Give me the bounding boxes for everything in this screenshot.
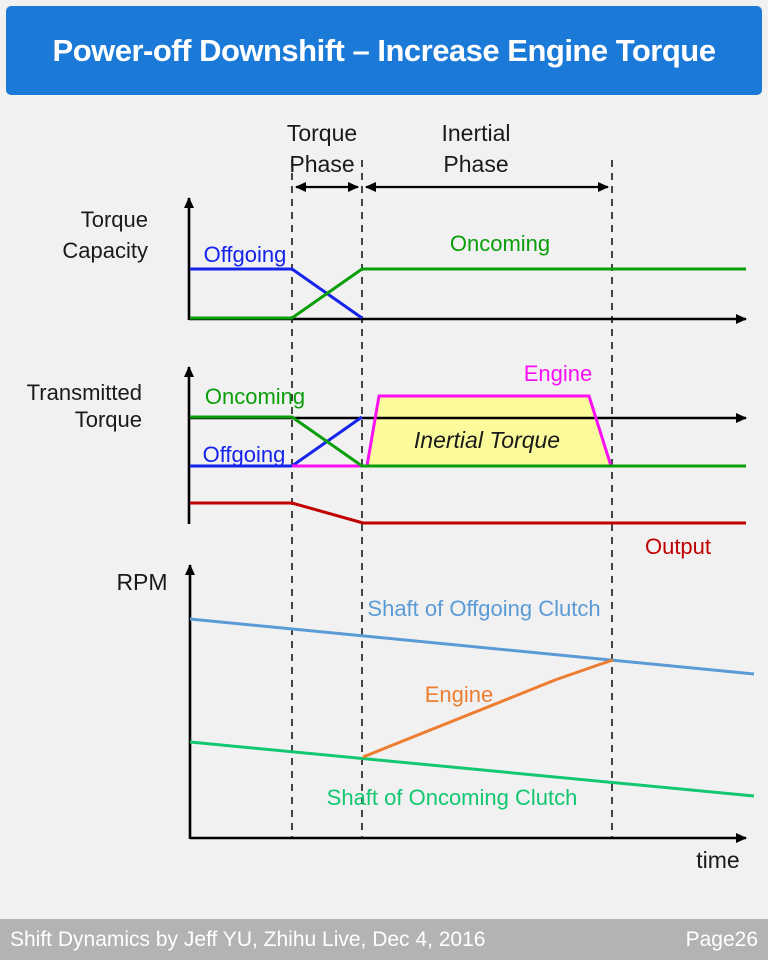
transmitted-output-line [190,501,746,525]
capacity-offgoing-label: Offgoing [204,242,287,267]
slide-title: Power-off Downshift – Increase Engine To… [52,32,716,68]
rpm-oncoming-shaft-label: Shaft of Oncoming Clutch [327,785,578,810]
footer-credit: Shift Dynamics by Jeff YU, Zhihu Live, D… [10,927,486,951]
title-bar: Power-off Downshift – Increase Engine To… [6,6,762,95]
inertial-torque-label: Inertial Torque [414,427,560,453]
capacity-oncoming-label: Oncoming [450,231,550,256]
rpm-engine-line [362,658,614,759]
footer-page-number: Page26 [685,927,758,951]
rpm-offgoing-shaft-label: Shaft of Offgoing Clutch [367,596,600,621]
time-axis-label: time [696,847,739,873]
capacity-axis-label-line1: Torque [81,207,148,232]
transmitted-output-label: Output [645,534,711,559]
transmitted-axis-label-line2: Torque [75,407,142,432]
diagram-text-layer: Torque Phase Inertial Phase Torque Capac… [27,120,740,873]
capacity-offgoing-line [190,267,363,320]
rpm-axis-label: RPM [116,569,167,595]
torque-phase-label-line1: Torque [287,120,357,146]
inertial-phase-label-line2: Phase [443,151,508,177]
transmitted-oncoming-line [190,415,746,468]
transmitted-engine-line [292,394,613,468]
torque-phase-label-line2: Phase [289,151,354,177]
diagram-lines-layer [184,160,755,843]
transmitted-oncoming-label: Oncoming [205,384,305,409]
transmitted-axis-label-line1: Transmitted [27,380,142,405]
rpm-offgoing-shaft-line [189,617,755,676]
capacity-oncoming-line [190,267,746,320]
footer-bar: Shift Dynamics by Jeff YU, Zhihu Live, D… [0,919,768,960]
transmitted-offgoing-label: Offgoing [203,442,286,467]
transmitted-engine-label: Engine [524,361,593,386]
inertial-phase-label-line1: Inertial [441,120,510,146]
rpm-oncoming-shaft-line [189,740,755,798]
inertial-torque-area [368,397,610,465]
capacity-axis-label-line2: Capacity [62,238,148,263]
rpm-engine-label: Engine [425,682,494,707]
